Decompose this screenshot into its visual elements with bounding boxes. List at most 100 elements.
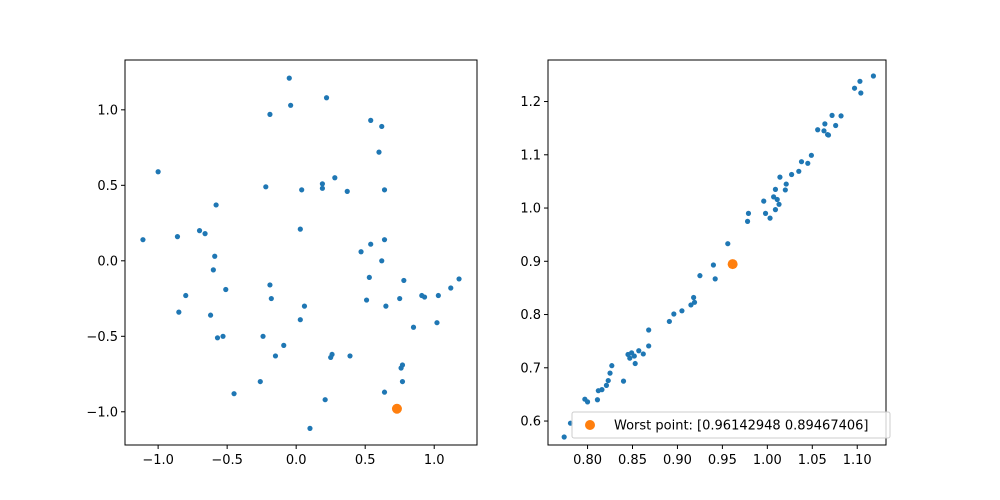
right-scatter-point-37	[772, 186, 779, 192]
left-scatter-point-13	[332, 175, 338, 181]
left-scatter-point-8	[213, 202, 219, 208]
right-scatter-point-16	[632, 360, 638, 367]
left-scatter-point-3	[267, 111, 273, 117]
right-scatter-panel: 0.80 0.85 0.90 0.95 1.00 1.05 1.10 0.60.70.80.…	[520, 59, 891, 468]
right-scatter-point-22	[671, 311, 677, 317]
right-scatter-point-27	[697, 273, 703, 279]
left-x-tick-label: −1.0	[142, 453, 174, 468]
left-scatter-point-59	[231, 391, 237, 397]
right-scatter-point-35	[767, 215, 773, 221]
left-scatter-point-5	[379, 123, 385, 130]
right-scatter-point-49	[815, 127, 821, 133]
left-scatter-point-50	[281, 342, 287, 348]
right-y-tick-label: 0.7	[520, 361, 541, 376]
right-scatter-point-17	[636, 348, 642, 354]
right-scatter-point-38	[772, 207, 779, 213]
left-scatter-point-61	[322, 397, 328, 403]
left-scatter-point-31	[456, 276, 462, 282]
left-scatter-point-54	[347, 353, 353, 359]
right-y-tick-label: 1.0	[520, 202, 541, 217]
left-scatter-point-10	[299, 187, 305, 193]
left-scatter-point-25	[210, 267, 216, 273]
left-scatter-point-32	[448, 285, 454, 291]
right-scatter-point-30	[725, 241, 731, 247]
right-scatter-point-55	[833, 122, 839, 129]
left-scatter-point-6	[376, 149, 382, 155]
right-x-tick-label: 1.00	[753, 453, 782, 468]
right-x-tick-label: 1.05	[798, 453, 827, 468]
right-scatter-point-54	[829, 112, 835, 118]
left-scatter-point-49	[260, 333, 266, 339]
left-scatter-point-47	[220, 333, 226, 339]
right-scatter-point-15	[631, 353, 637, 359]
legend-box	[571, 411, 891, 439]
right-scatter-point-36	[771, 194, 777, 200]
right-scatter-point-51	[822, 121, 828, 127]
left-scatter-point-0	[286, 75, 292, 81]
right-scatter-point-23	[679, 308, 685, 314]
right-x-tick-label: 0.80	[573, 453, 602, 468]
right-scatter-point-5	[594, 397, 601, 403]
left-y-tick-label: 0.5	[97, 179, 118, 194]
legend-marker-worst-point	[585, 420, 595, 430]
left-scatter-point-15	[381, 187, 388, 193]
right-scatter-point-11	[620, 378, 627, 384]
right-scatter-point-44	[789, 171, 795, 178]
left-scatter-point-20	[140, 237, 146, 243]
right-scatter-point-21	[666, 318, 672, 325]
right-scatter-point-31	[744, 218, 751, 224]
legend-label-worst-point: Worst point: [0.96142948 0.89467406]	[614, 419, 868, 434]
left-y-axis: −1.0 −0.5 0.0 0.5 1.0	[86, 103, 125, 420]
right-scatter-point-48	[808, 152, 814, 158]
right-scatter-point-45	[796, 168, 802, 174]
left-scatter-point-43	[207, 312, 214, 318]
left-scatter-point-16	[196, 228, 203, 234]
right-scatter-point-18	[640, 351, 646, 357]
right-scatter-point-59	[858, 90, 864, 96]
left-y-tick-label: −1.0	[86, 405, 118, 420]
left-scatter-point-44	[297, 317, 303, 323]
right-scatter-point-9	[607, 370, 613, 376]
left-scatter-point-29	[223, 286, 229, 293]
left-scatter-point-57	[399, 378, 406, 385]
right-scatter-point-53	[825, 132, 832, 138]
right-scatter-point-60	[870, 73, 877, 79]
left-scatter-panel: −1.0 −0.5 0.0 0.5 1.0 −1.0 −0.5 0.0 0.5 1.0	[86, 59, 478, 468]
left-scatter-point-48	[214, 335, 221, 341]
right-x-axis: 0.80 0.85 0.90 0.95 1.00 1.05 1.10	[573, 445, 872, 468]
right-scatter-point-19	[646, 343, 652, 349]
left-scatter-point-60	[381, 389, 388, 395]
left-scatter-point-62	[307, 425, 313, 431]
left-x-tick-label: −0.5	[211, 453, 243, 468]
left-scatter-point-19	[297, 226, 303, 232]
left-scatter-point-45	[434, 320, 440, 326]
right-scatter-point-13	[627, 355, 633, 361]
right-axes-frame	[547, 59, 887, 446]
right-y-tick-label: 1.1	[520, 148, 541, 163]
right-scatter-point-20	[646, 327, 652, 333]
left-scatter-point-53	[328, 354, 334, 361]
left-scatter-point-33	[183, 292, 189, 299]
right-scatter-point-41	[777, 174, 783, 180]
right-scatter-point-7	[603, 382, 610, 388]
left-scatter-point-7	[155, 169, 161, 175]
left-scatter-point-56	[398, 365, 404, 371]
right-x-tick-label: 0.90	[663, 453, 692, 468]
left-y-tick-label: 0.0	[97, 254, 118, 269]
left-scatter-point-4	[368, 117, 374, 123]
right-y-tick-label: 1.2	[520, 95, 541, 110]
left-x-tick-label: 0.0	[286, 453, 307, 468]
right-scatter-point-58	[857, 78, 863, 84]
right-scatter-point-50	[821, 128, 827, 134]
left-x-tick-label: 0.5	[355, 453, 376, 468]
right-scatter-point-39	[774, 196, 780, 203]
right-y-axis: 0.6 0.7 0.8 0.9 1.0 1.1 1.2	[520, 95, 548, 430]
right-scatter-point-10	[609, 363, 615, 369]
right-worst-point	[727, 259, 738, 270]
left-x-tick-label: 1.0	[424, 453, 445, 468]
right-scatter-point-6	[599, 387, 605, 393]
right-x-tick-label: 1.10	[843, 453, 872, 468]
right-scatter-point-3	[584, 399, 591, 405]
left-scatter-point-17	[202, 231, 208, 237]
legend: Worst point: [0.96142948 0.89467406]	[571, 411, 891, 439]
